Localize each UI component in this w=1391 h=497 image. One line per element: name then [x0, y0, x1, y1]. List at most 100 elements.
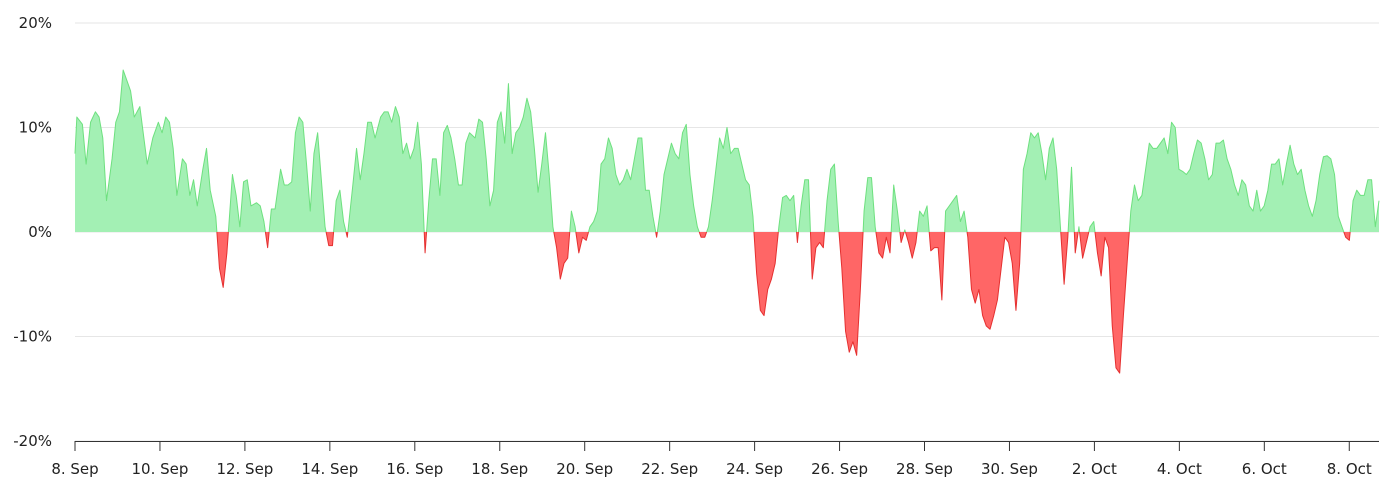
- x-tick-label: 30. Sep: [981, 460, 1038, 478]
- x-tick-label: 16. Sep: [386, 460, 443, 478]
- positive-line-segment: [333, 189, 347, 233]
- negative-line-segment: [345, 231, 349, 238]
- positive-area-segment: [798, 179, 811, 232]
- positive-area-segment: [1068, 167, 1075, 232]
- positive-area-segment: [944, 195, 968, 232]
- positive-line-segment: [74, 69, 218, 233]
- negative-line-segment: [796, 231, 799, 243]
- negative-line-segment: [928, 231, 946, 301]
- x-tick-label: 22. Sep: [641, 460, 698, 478]
- negative-area-segment: [1343, 232, 1351, 241]
- positive-line-segment: [1128, 121, 1345, 233]
- positive-area-segment: [657, 124, 700, 232]
- x-tick-label: 20. Sep: [556, 460, 613, 478]
- positive-line-segment: [1067, 166, 1075, 233]
- positive-area-segment: [347, 106, 425, 232]
- y-tick-label: -20%: [13, 432, 52, 450]
- positive-area-segment: [228, 174, 266, 232]
- negative-line-segment: [1343, 231, 1351, 241]
- x-tick-label: 8. Oct: [1327, 460, 1372, 478]
- x-tick-label: 8. Sep: [51, 460, 98, 478]
- positive-line-segment: [569, 210, 577, 233]
- negative-area-segment: [553, 232, 570, 280]
- negative-area-segment: [326, 232, 334, 246]
- negative-line-segment: [966, 231, 1022, 330]
- x-tick-label: 12. Sep: [216, 460, 273, 478]
- x-tick-label: 10. Sep: [131, 460, 188, 478]
- positive-area-segment: [1129, 122, 1344, 232]
- positive-line-segment: [797, 179, 811, 233]
- negative-line-segment: [264, 231, 270, 249]
- positive-line-segment: [916, 205, 930, 233]
- negative-line-segment: [423, 231, 428, 254]
- negative-line-segment: [553, 231, 571, 280]
- negative-line-segment: [875, 231, 892, 259]
- positive-area-segment: [778, 195, 797, 232]
- negative-line-segment: [753, 231, 779, 317]
- positive-line-segment: [777, 194, 798, 233]
- positive-line-segment: [903, 229, 906, 233]
- positive-area-segment: [1088, 221, 1095, 232]
- positive-line-segment: [656, 123, 700, 233]
- positive-line-segment: [890, 184, 901, 233]
- y-axis: 20% 10% 0% -10% -20%: [13, 14, 52, 450]
- positive-line-segment: [706, 127, 755, 233]
- positive-line-segment: [588, 137, 657, 233]
- x-tick-label: 2. Oct: [1072, 460, 1117, 478]
- positive-area-segment: [706, 127, 754, 232]
- negative-area-segment: [1060, 232, 1069, 285]
- x-tick-label: 26. Sep: [811, 460, 868, 478]
- negative-area-segment: [1079, 232, 1089, 259]
- y-tick-label: 20%: [19, 14, 52, 32]
- negative-line-segment: [325, 231, 335, 247]
- positive-line-segment: [227, 174, 266, 233]
- area-series: [74, 69, 1380, 374]
- y-tick-label: 10%: [19, 119, 52, 137]
- negative-area-segment: [838, 232, 864, 356]
- positive-area-segment: [1350, 179, 1379, 232]
- negative-line-segment: [1079, 231, 1090, 259]
- negative-area-segment: [753, 232, 779, 316]
- negative-area-segment: [905, 232, 918, 259]
- positive-area-segment: [75, 70, 217, 232]
- x-axis: 8. Sep 10. Sep 12. Sep 14. Sep 16. Sep 18. Se…: [51, 441, 1379, 478]
- negative-area-segment: [875, 232, 892, 259]
- negative-line-segment: [904, 231, 918, 259]
- x-tick-label: 6. Oct: [1242, 460, 1287, 478]
- positive-area-segment: [1020, 132, 1061, 232]
- positive-line-segment: [824, 163, 840, 233]
- x-tick-label: 14. Sep: [301, 460, 358, 478]
- x-tick-label: 18. Sep: [471, 460, 528, 478]
- negative-line-segment: [1094, 231, 1130, 374]
- negative-line-segment: [809, 231, 826, 280]
- x-tick-label: 4. Oct: [1157, 460, 1202, 478]
- negative-line-segment: [899, 231, 905, 243]
- x-tick-label: 24. Sep: [726, 460, 783, 478]
- y-tick-label: -10%: [13, 328, 52, 346]
- negative-line-segment: [216, 231, 229, 288]
- positive-line-segment: [1088, 221, 1096, 233]
- positive-line-segment: [1020, 132, 1062, 233]
- negative-line-segment: [655, 231, 658, 238]
- negative-area-segment: [575, 232, 589, 253]
- negative-area-segment: [216, 232, 229, 288]
- positive-line-segment: [944, 194, 968, 233]
- positive-area-segment: [588, 137, 656, 232]
- x-tick-label: 28. Sep: [896, 460, 953, 478]
- negative-line-segment: [575, 231, 589, 254]
- positive-line-segment: [426, 83, 555, 233]
- negative-area-segment: [967, 232, 1021, 330]
- positive-line-segment: [1349, 179, 1380, 233]
- negative-line-segment: [1073, 231, 1079, 254]
- positive-line-segment: [862, 177, 877, 233]
- positive-line-segment: [347, 106, 425, 233]
- y-tick-label: 0%: [28, 223, 52, 241]
- positive-line-segment: [1077, 226, 1081, 233]
- negative-area-segment: [1094, 232, 1130, 374]
- positive-area-segment: [269, 117, 327, 232]
- positive-line-segment: [268, 116, 327, 233]
- negative-line-segment: [838, 231, 864, 356]
- positive-area-segment: [333, 190, 347, 232]
- negative-line-segment: [1060, 231, 1069, 285]
